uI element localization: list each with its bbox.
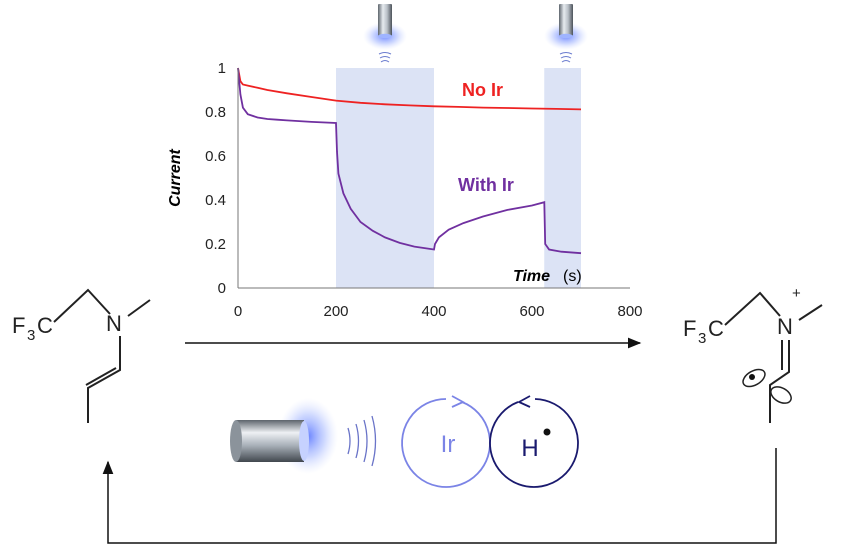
y-tick-label: 0.8 (205, 104, 226, 121)
hydrogen-label: H (521, 435, 538, 462)
lamp-icon-1 (363, 4, 407, 63)
x-tick-label: 0 (234, 303, 242, 320)
hat-cycle: H (489, 395, 579, 488)
product-f-label: F (683, 316, 696, 341)
product-bonds (724, 291, 823, 423)
series-line-with-ir (237, 67, 582, 255)
chart-axes (237, 68, 630, 289)
x-tick-label: 600 (519, 303, 544, 320)
x-tick-label: 200 (323, 303, 348, 320)
x-tick-label: 400 (421, 303, 446, 320)
tick-labels: 0 0.2 0.4 0.6 0.8 1 0 200 400 600 800 (205, 60, 642, 320)
series-labels: No Ir With Ir (458, 80, 514, 195)
y-tick-label: 1 (218, 60, 226, 77)
lamp-icon-2 (544, 4, 588, 63)
hydrogen-cycle-arrowhead (516, 395, 531, 408)
light-source-icon (230, 398, 377, 474)
series-line-no-ir (237, 67, 582, 111)
iridium-label: Ir (441, 431, 456, 458)
reactant-bonds (53, 288, 151, 423)
iridium-cycle-arrowhead (451, 395, 466, 408)
illumination-band-1 (336, 68, 434, 288)
radical-orbital-lobe-right (770, 386, 792, 404)
y-tick-label: 0.6 (205, 148, 226, 165)
series-label-with-ir: With Ir (458, 175, 514, 195)
y-tick-label: 0.4 (205, 192, 226, 209)
x-axis-title: Time (513, 268, 550, 285)
radical-electron-dot (749, 374, 755, 380)
product-charge: + (792, 285, 801, 302)
product-c-label: C (708, 316, 724, 341)
y-tick-label: 0 (218, 280, 226, 297)
reactant-double-bond (85, 367, 117, 386)
hydrogen-radical-dot (543, 428, 551, 436)
reactant-n-label: N (106, 311, 122, 336)
x-axis-unit: (s) (563, 268, 582, 285)
current-vs-time-chart: 0 0.2 0.4 0.6 0.8 1 0 200 400 600 800 No Ir With Ir… (167, 60, 643, 320)
y-tick-label: 0.2 (205, 236, 226, 253)
y-axis-title: Current (167, 148, 184, 206)
product-f-subscript: 3 (698, 330, 706, 347)
hydrogen-cycle-ring (489, 398, 579, 488)
return-arrow (102, 448, 777, 544)
product-iminium: F 3 C N + (683, 285, 823, 423)
iridium-cycle-ring (401, 398, 491, 488)
product-n-label: N (777, 314, 793, 339)
reactant-f-subscript: 3 (27, 327, 35, 344)
catalyst-cycle: Ir (401, 395, 491, 488)
series-label-no-ir: No Ir (462, 80, 503, 100)
reactant-enamine: F 3 C N (12, 288, 151, 423)
illumination-band-2 (544, 68, 581, 288)
series-layer (237, 67, 582, 255)
x-tick-label: 800 (617, 303, 642, 320)
reactant-c-label: C (37, 313, 53, 338)
reactant-f-label: F (12, 313, 25, 338)
